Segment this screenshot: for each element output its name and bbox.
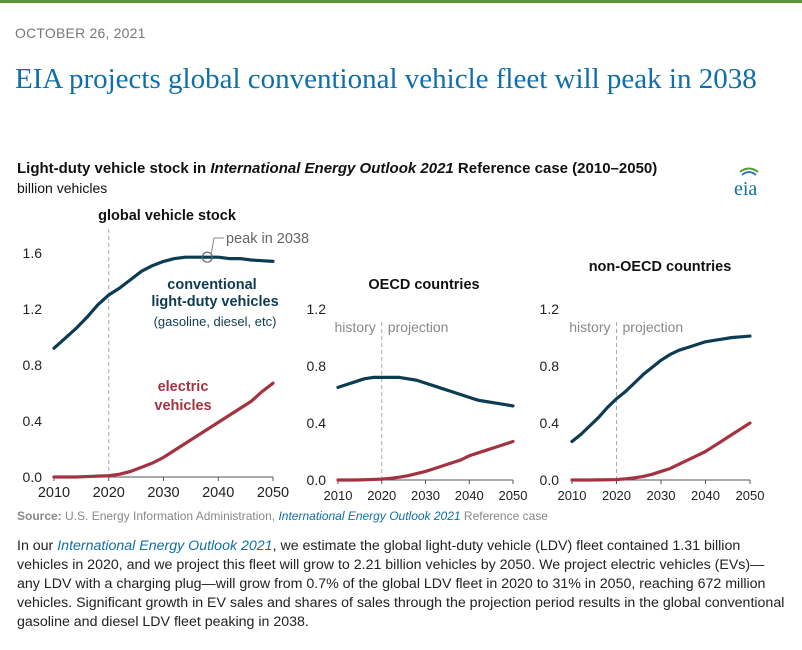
x-tick-label: 2050 — [736, 488, 765, 503]
y-tick-label: 0.4 — [540, 415, 560, 431]
electric-label-line1: electric — [158, 379, 209, 395]
x-tick-label: 2010 — [38, 485, 70, 501]
y-tick-label: 1.6 — [23, 245, 43, 261]
x-tick-label: 2010 — [324, 488, 353, 503]
paragraph-report-link[interactable]: International Energy Outlook 2021 — [57, 538, 273, 554]
conventional-series-line — [336, 375, 515, 408]
source-text: U.S. Energy Information Administration, — [61, 509, 279, 523]
panel-title: non-OECD countries — [589, 259, 732, 275]
chart-title-prefix: Light-duty vehicle stock in — [17, 160, 211, 177]
summary-paragraph: In our International Energy Outlook 2021… — [17, 537, 787, 632]
electric-series-line — [570, 421, 752, 482]
electric-label-line2: vehicles — [154, 398, 211, 414]
x-tick-label: 2030 — [411, 488, 440, 503]
publish-date: OCTOBER 26, 2021 — [15, 25, 146, 41]
y-tick-label: 0.8 — [23, 357, 43, 373]
conventional-label-line2: light-duty vehicles — [151, 294, 278, 310]
top-accent-bar — [0, 0, 802, 3]
y-tick-label: 0.4 — [307, 415, 327, 431]
y-tick-label: 0.0 — [23, 469, 43, 485]
y-tick-label: 0.8 — [540, 358, 560, 374]
y-tick-label: 0.0 — [307, 472, 327, 488]
x-tick-label: 2020 — [367, 488, 396, 503]
y-tick-label: 1.2 — [307, 301, 327, 317]
conventional-sublabel: (gasoline, diesel, etc) — [154, 314, 277, 329]
x-tick-label: 2040 — [691, 488, 720, 503]
peak-marker — [201, 251, 213, 263]
x-tick-label: 2030 — [647, 488, 676, 503]
vehicle-stock-chart: global vehicle stock 0.0 0.4 0.8 1.2 1.6 2010 2… — [23, 208, 765, 503]
y-tick-label: 0.8 — [307, 358, 327, 374]
paragraph-part-1: In our — [17, 538, 58, 554]
source-report-link[interactable]: International Energy Outlook 2021 — [278, 509, 461, 523]
x-tick-label: 2030 — [147, 485, 179, 501]
logo-text: eia — [734, 178, 757, 200]
chart-title-suffix: Reference case (2010–2050) — [453, 160, 658, 177]
panel-title: global vehicle stock — [98, 208, 237, 224]
source-label: Source: — [17, 509, 62, 523]
source-suffix: Reference case — [460, 509, 548, 523]
y-tick-label: 1.2 — [23, 301, 43, 317]
panel-1: OECD countries 0.0 0.4 0.8 1.2 2010 2020 2030 20… — [307, 277, 528, 503]
panel-0: global vehicle stock 0.0 0.4 0.8 1.2 1.6 2010 2… — [23, 208, 310, 501]
y-tick-label: 1.2 — [540, 301, 560, 317]
x-tick-label: 2040 — [202, 485, 234, 501]
panel-title: OECD countries — [368, 277, 479, 293]
x-tick-label: 2050 — [499, 488, 528, 503]
peak-leader-line — [210, 237, 215, 254]
electric-series-line — [336, 439, 515, 482]
source-note: Source: U.S. Energy Information Administ… — [17, 509, 548, 523]
headline: EIA projects global conventional vehicle… — [15, 63, 757, 95]
panel-2: non-OECD countries 0.0 0.4 0.8 1.2 2010 2020 20… — [540, 259, 765, 503]
eia-logo-icon: eia — [734, 167, 759, 200]
peak-label: peak in 2038 — [226, 231, 309, 247]
projection-label: projection — [623, 319, 684, 335]
electric-series-line — [52, 381, 275, 479]
x-tick-label: 2020 — [93, 485, 125, 501]
chart-units: billion vehicles — [17, 180, 108, 196]
x-tick-label: 2010 — [558, 488, 587, 503]
chart-title-italic: International Energy Outlook 2021 — [210, 160, 454, 177]
conventional-series-line — [570, 334, 752, 444]
x-tick-label: 2020 — [602, 488, 631, 503]
conventional-label-line1: conventional — [167, 277, 256, 293]
conventional-series-line — [52, 255, 275, 350]
projection-label: projection — [388, 319, 449, 335]
chart-title: Light-duty vehicle stock in Internationa… — [17, 160, 657, 177]
paragraph-part-2: , we estimate the global light-duty vehi… — [17, 538, 785, 630]
y-tick-label: 0.0 — [540, 472, 560, 488]
x-tick-label: 2050 — [257, 485, 289, 501]
x-tick-label: 2040 — [455, 488, 484, 503]
y-tick-label: 0.4 — [23, 413, 43, 429]
history-label: history — [569, 319, 610, 335]
history-label: history — [335, 319, 376, 335]
